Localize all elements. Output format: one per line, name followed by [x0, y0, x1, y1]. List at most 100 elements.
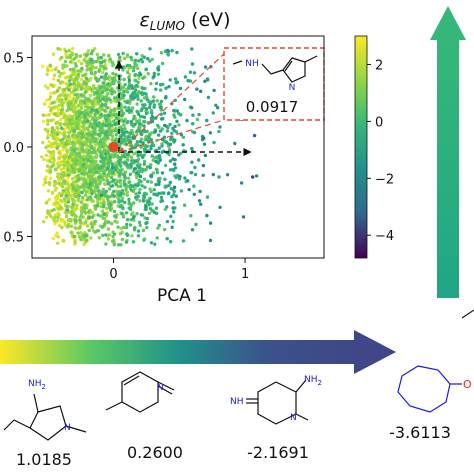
scatter-point — [145, 98, 150, 102]
scatter-point — [102, 59, 107, 64]
scatter-point — [116, 60, 121, 64]
scatter-point — [116, 170, 120, 174]
scatter-point — [77, 168, 82, 172]
scatter-point — [46, 86, 50, 90]
scatter-point — [186, 79, 190, 83]
scatter-point — [205, 118, 209, 123]
scatter-point — [84, 53, 89, 57]
scatter-point — [106, 199, 110, 203]
scatter-point — [192, 130, 197, 135]
scatter-point — [65, 149, 70, 154]
scatter-point — [85, 68, 89, 72]
scatter-point — [62, 122, 67, 126]
scatter-point — [94, 59, 99, 64]
scatter-point — [112, 232, 117, 236]
scatter-point — [67, 105, 71, 109]
scatter-point — [164, 96, 168, 100]
scatter-point — [52, 208, 56, 212]
scatter-point — [69, 146, 73, 150]
scatter-point — [129, 132, 133, 136]
molecule-4-o-label: O — [463, 378, 472, 391]
scatter-point — [135, 140, 140, 144]
scatter-point — [80, 66, 84, 71]
scatter-point — [113, 167, 118, 171]
scatter-point — [125, 108, 129, 113]
scatter-point — [101, 233, 105, 238]
scatter-point — [96, 133, 101, 137]
scatter-point — [100, 102, 104, 107]
scatter-point — [158, 83, 163, 87]
scatter-point — [112, 81, 116, 86]
scatter-point — [147, 135, 151, 139]
scatter-point — [131, 117, 136, 121]
scatter-point — [52, 77, 56, 81]
scatter-point — [113, 138, 118, 143]
scatter-point — [185, 118, 189, 123]
scatter-point — [165, 129, 170, 133]
scatter-point — [175, 50, 179, 55]
scatter-point — [99, 85, 104, 90]
scatter-point — [80, 196, 85, 200]
scatter-point — [164, 86, 168, 90]
scatter-point — [110, 239, 115, 243]
scatter-point — [48, 91, 53, 95]
scatter-point — [57, 181, 61, 186]
scatter-point — [42, 220, 46, 224]
scatter-point — [154, 192, 158, 197]
scatter-point — [91, 171, 95, 175]
scatter-point — [96, 213, 100, 217]
scatter-point — [136, 112, 141, 116]
vertical-arrow — [430, 6, 466, 298]
scatter-point — [51, 101, 55, 105]
scatter-point — [59, 72, 63, 76]
scatter-point — [97, 121, 101, 125]
scatter-point — [56, 235, 60, 239]
scatter-point — [49, 108, 53, 113]
scatter-point — [70, 46, 75, 51]
scatter-point — [45, 136, 50, 140]
scatter-point — [142, 194, 146, 198]
scatter-point — [67, 134, 71, 139]
scatter-point — [111, 178, 116, 182]
scatter-point — [43, 180, 48, 184]
scatter-point — [82, 183, 86, 187]
scatter-point — [113, 153, 117, 157]
scatter-point — [137, 76, 141, 80]
scatter-point — [57, 213, 61, 217]
scatter-point — [79, 77, 84, 82]
scatter-point — [46, 211, 50, 215]
scatter-point — [116, 243, 121, 247]
scatter-point — [121, 225, 126, 230]
scatter-point — [138, 223, 142, 228]
scatter-point — [84, 82, 88, 86]
scatter-point — [141, 103, 145, 107]
scatter-point — [48, 169, 53, 174]
scatter-point — [77, 177, 82, 181]
scatter-point — [109, 203, 113, 207]
scatter-point — [93, 114, 97, 119]
scatter-point — [160, 199, 165, 203]
scatter-point — [60, 98, 64, 102]
scatter-point — [136, 97, 140, 101]
scatter-point — [90, 108, 95, 113]
scatter-point — [57, 69, 61, 74]
scatter-point — [173, 124, 177, 129]
scatter-point — [80, 131, 85, 136]
scatter-point — [126, 158, 130, 162]
scatter-point — [44, 98, 49, 102]
scatter-point — [190, 146, 194, 151]
scatter-point — [122, 56, 127, 61]
scatter-point — [70, 164, 74, 168]
molecule-1-n-label: N — [64, 423, 71, 433]
scatter-point — [86, 105, 90, 110]
scatter-point — [106, 182, 111, 186]
scatter-point — [110, 92, 114, 96]
scatter-point — [172, 168, 176, 173]
scatter-point — [181, 135, 186, 139]
scatter-point — [53, 67, 58, 72]
scatter-point — [158, 155, 162, 159]
scatter-point — [66, 125, 70, 129]
scatter-point — [139, 99, 143, 103]
scatter-point — [146, 72, 150, 76]
scatter-point — [76, 72, 81, 77]
